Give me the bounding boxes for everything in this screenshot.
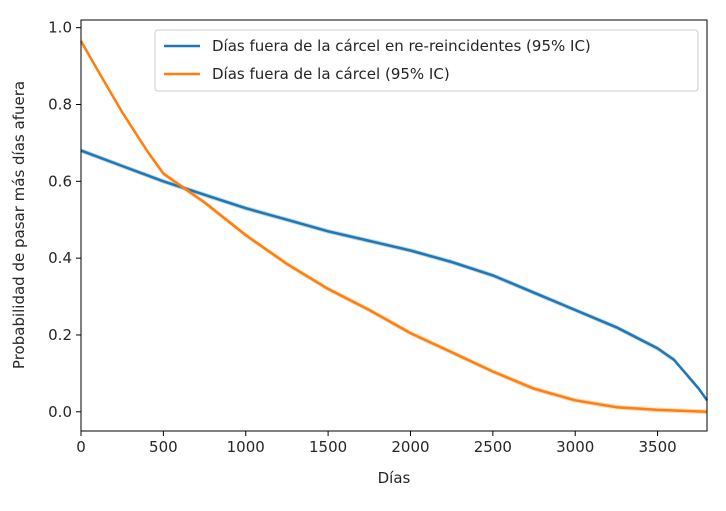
y-axis-label: Probabilidad de pasar más días afuera [10,81,28,369]
series-line-1 [79,40,708,414]
x-tick-label: 2500 [474,438,512,456]
y-tick-label: 0.2 [48,326,72,344]
x-tick-label: 1000 [227,438,265,456]
x-tick-label: 3000 [556,438,594,456]
series-layer [79,38,709,415]
y-tick-label: 0.8 [48,96,72,114]
x-tick-label: 3500 [638,438,676,456]
x-axis-label: Días [378,469,411,487]
y-tick-label: 0.0 [48,403,72,421]
x-tick-label: 2000 [391,438,429,456]
series-ci-band-1 [81,38,707,415]
x-tick-label: 500 [149,438,178,456]
x-tick-label: 0 [76,438,86,456]
y-tick-label: 0.6 [48,172,72,190]
legend-box [154,29,699,92]
y-tick-label: 0.4 [48,249,72,267]
legend-label-total: Días fuera de la cárcel (95% IC) [212,65,450,83]
legend: Días fuera de la cárcel en re-reincident… [154,29,699,92]
y-tick-label: 1.0 [48,19,72,37]
x-axis: 0 500 1000 1500 2000 2500 3000 3500 [76,431,677,456]
x-tick-label: 1500 [309,438,347,456]
plot-frame [80,19,708,432]
series-line-0 [80,149,709,402]
y-axis: 0.0 0.2 0.4 0.6 0.8 1.0 [48,19,81,421]
series-ci-band-0 [81,148,707,403]
legend-label-re-reincidentes: Días fuera de la cárcel en re-reincident… [212,37,591,55]
